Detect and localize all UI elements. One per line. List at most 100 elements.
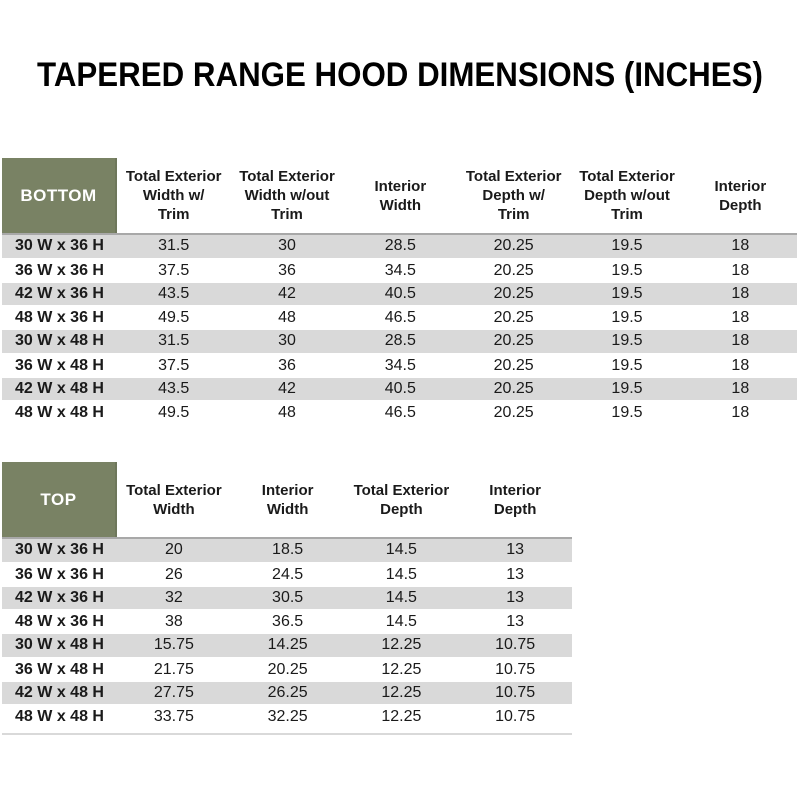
dimension-value-cell: 14.5 bbox=[385, 613, 417, 631]
table-row: 42 W x 48 H 43.5 42 40.5 20.25 19.5 18 bbox=[2, 377, 797, 402]
dimension-value-cell: 46.5 bbox=[384, 404, 416, 422]
bottom-table-section-label: BOTTOM bbox=[2, 158, 117, 233]
dimension-value-cell: 48 bbox=[278, 309, 296, 327]
bottom-dimensions-table: BOTTOM Total Exterior Width w/ Trim Tota… bbox=[2, 158, 797, 425]
dimension-value-cell: 30.5 bbox=[272, 588, 304, 606]
table-row: 48 W x 36 H 38 36.5 14.5 13 bbox=[2, 610, 572, 634]
dimension-value-cell: 18 bbox=[731, 284, 750, 302]
dimension-value-cell: 12.25 bbox=[381, 683, 422, 701]
row-label: 36 W x 48 H bbox=[15, 660, 104, 678]
dimension-value-cell: 20.25 bbox=[267, 660, 308, 678]
column-header: Interior Width bbox=[261, 481, 314, 518]
dimension-value-cell: 12.25 bbox=[381, 636, 422, 654]
dimension-value-cell: 43.5 bbox=[158, 284, 190, 302]
column-header: Total Exterior Depth w/out Trim bbox=[579, 168, 675, 223]
dimension-value-cell: 19.5 bbox=[611, 356, 643, 374]
dimension-value-cell: 19.5 bbox=[611, 261, 643, 279]
dimension-value-cell: 46.5 bbox=[384, 309, 416, 327]
table-row: 30 W x 36 H 20 18.5 14.5 13 bbox=[2, 539, 572, 563]
dimension-value-cell: 28.5 bbox=[384, 237, 416, 255]
table-row: 48 W x 48 H 49.5 48 46.5 20.25 19.5 18 bbox=[2, 401, 797, 425]
row-label: 48 W x 36 H bbox=[15, 309, 104, 327]
dimension-value-cell: 42 bbox=[278, 379, 296, 397]
dimension-value-cell: 19.5 bbox=[611, 284, 643, 302]
dimension-value-cell: 40.5 bbox=[384, 379, 416, 397]
dimension-value-cell: 20 bbox=[164, 541, 183, 559]
column-header: Total Exterior Width w/out Trim bbox=[239, 168, 335, 223]
dimension-value-cell: 18 bbox=[731, 309, 750, 327]
row-label: 30 W x 36 H bbox=[15, 237, 104, 255]
dimension-value-cell: 18 bbox=[731, 332, 750, 350]
dimension-value-cell: 48 bbox=[278, 404, 296, 422]
dimension-value-cell: 20.25 bbox=[493, 309, 534, 327]
column-header: Total Exterior Width w/ Trim bbox=[125, 168, 222, 223]
table-row: 48 W x 48 H 33.75 32.25 12.25 10.75 bbox=[2, 705, 572, 729]
dimension-value-cell: 20.25 bbox=[493, 356, 534, 374]
dimension-value-cell: 30 bbox=[278, 332, 296, 350]
dimension-value-cell: 20.25 bbox=[493, 404, 534, 422]
dimension-value-cell: 20.25 bbox=[493, 237, 534, 255]
dimension-value-cell: 42 bbox=[278, 284, 296, 302]
column-header: Total Exterior Width bbox=[126, 481, 222, 518]
dimension-value-cell: 31.5 bbox=[158, 237, 190, 255]
dimension-value-cell: 10.75 bbox=[495, 636, 536, 654]
dimension-value-cell: 38 bbox=[164, 613, 183, 631]
dimension-value-cell: 19.5 bbox=[611, 309, 643, 327]
dimension-value-cell: 28.5 bbox=[384, 332, 416, 350]
top-table-body: 30 W x 36 H 20 18.5 14.5 13 36 W x 36 H 26 24.5… bbox=[2, 539, 572, 729]
dimension-value-cell: 40.5 bbox=[384, 284, 416, 302]
dimension-value-cell: 18.5 bbox=[272, 541, 304, 559]
table-row: 42 W x 36 H 32 30.5 14.5 13 bbox=[2, 586, 572, 611]
bottom-table-body: 30 W x 36 H 31.5 30 28.5 20.25 19.5 18 36 W x 3… bbox=[2, 235, 797, 425]
dimension-value-cell: 36.5 bbox=[272, 613, 304, 631]
dimension-value-cell: 14.5 bbox=[385, 588, 417, 606]
dimension-value-cell: 14.25 bbox=[267, 636, 308, 654]
dimension-value-cell: 13 bbox=[506, 588, 525, 606]
dimension-value-cell: 18 bbox=[731, 356, 750, 374]
dimension-value-cell: 18 bbox=[731, 379, 750, 397]
dimension-value-cell: 19.5 bbox=[611, 404, 643, 422]
table-row: 42 W x 48 H 27.75 26.25 12.25 10.75 bbox=[2, 681, 572, 706]
dimension-value-cell: 34.5 bbox=[384, 356, 416, 374]
dimension-value-cell: 20.25 bbox=[493, 379, 534, 397]
top-table-header-row: TOP Total Exterior Width Interior Width … bbox=[2, 462, 572, 539]
dimension-value-cell: 21.75 bbox=[153, 660, 194, 678]
dimension-value-cell: 15.75 bbox=[153, 636, 194, 654]
dimension-value-cell: 18 bbox=[731, 404, 750, 422]
column-header: Interior Depth bbox=[714, 177, 767, 214]
dimension-value-cell: 49.5 bbox=[158, 404, 190, 422]
table-row: 30 W x 48 H 15.75 14.25 12.25 10.75 bbox=[2, 634, 572, 658]
row-label: 48 W x 48 H bbox=[15, 708, 104, 726]
dimension-value-cell: 27.75 bbox=[153, 683, 194, 701]
dimension-value-cell: 31.5 bbox=[158, 332, 190, 350]
dimension-value-cell: 19.5 bbox=[611, 237, 643, 255]
dimension-value-cell: 20.25 bbox=[493, 284, 534, 302]
dimension-value-cell: 20.25 bbox=[493, 332, 534, 350]
dimension-value-cell: 37.5 bbox=[158, 356, 190, 374]
row-label: 36 W x 36 H bbox=[15, 261, 104, 279]
table-row: 36 W x 48 H 21.75 20.25 12.25 10.75 bbox=[2, 658, 572, 682]
dimension-value-cell: 34.5 bbox=[384, 261, 416, 279]
top-dimensions-table: TOP Total Exterior Width Interior Width … bbox=[2, 462, 572, 729]
dimension-value-cell: 19.5 bbox=[611, 332, 643, 350]
dimension-value-cell: 26.25 bbox=[267, 683, 308, 701]
dimension-value-cell: 20.25 bbox=[493, 261, 534, 279]
dimension-value-cell: 49.5 bbox=[158, 309, 190, 327]
column-header: Interior Depth bbox=[489, 481, 541, 518]
dimension-value-cell: 37.5 bbox=[158, 261, 190, 279]
top-table-bottom-rule bbox=[2, 733, 572, 735]
dimension-value-cell: 33.75 bbox=[153, 708, 194, 726]
dimension-value-cell: 12.25 bbox=[381, 708, 422, 726]
row-label: 36 W x 48 H bbox=[15, 356, 104, 374]
column-header: Interior Width bbox=[374, 177, 427, 214]
dimension-value-cell: 32 bbox=[164, 588, 183, 606]
table-row: 36 W x 48 H 37.5 36 34.5 20.25 19.5 18 bbox=[2, 354, 797, 378]
dimension-value-cell: 18 bbox=[731, 237, 750, 255]
dimension-value-cell: 10.75 bbox=[495, 683, 536, 701]
table-row: 48 W x 36 H 49.5 48 46.5 20.25 19.5 18 bbox=[2, 306, 797, 330]
column-header: Total Exterior Depth w/ Trim bbox=[465, 168, 562, 223]
table-row: 36 W x 36 H 26 24.5 14.5 13 bbox=[2, 563, 572, 587]
table-row: 42 W x 36 H 43.5 42 40.5 20.25 19.5 18 bbox=[2, 282, 797, 307]
dimension-value-cell: 30 bbox=[278, 237, 296, 255]
table-row: 36 W x 36 H 37.5 36 34.5 20.25 19.5 18 bbox=[2, 259, 797, 283]
